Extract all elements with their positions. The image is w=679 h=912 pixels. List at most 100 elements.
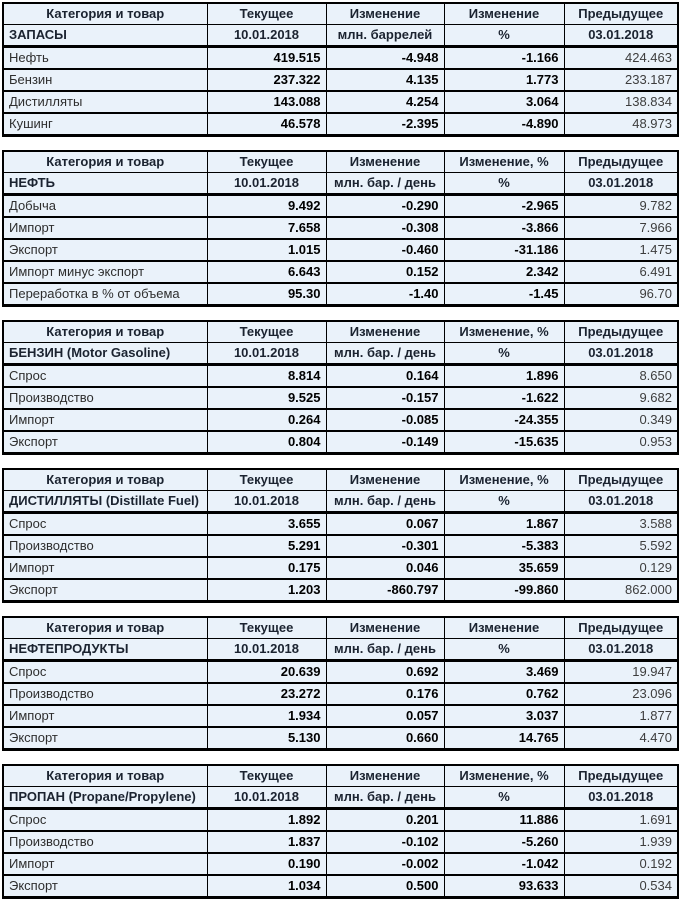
table-row: Экспорт 1.015 -0.460 -31.186 1.475	[2, 238, 679, 261]
change-pct-value: -99.860	[443, 578, 565, 602]
table-row: Бензин 237.322 4.135 1.773 233.187	[2, 68, 679, 91]
previous-value: 48.973	[563, 112, 679, 136]
change-pct-value: 14.765	[443, 726, 565, 750]
row-label: Кушинг	[2, 112, 208, 136]
current-value: 0.264	[206, 408, 327, 431]
table-subheader-row: ДИСТИЛЛЯТЫ (Distillate Fuel) 10.01.2018 …	[2, 490, 679, 514]
section-title: ЗАПАСЫ	[2, 24, 208, 48]
current-value: 1.015	[206, 238, 327, 261]
gasoline-table: Категория и товар Текущее Изменение Изме…	[2, 320, 679, 455]
current-value: 1.934	[206, 704, 327, 727]
table-row: Экспорт 5.130 0.660 14.765 4.470	[2, 726, 679, 750]
table-row: Дистилляты 143.088 4.254 3.064 138.834	[2, 90, 679, 113]
change-pct-units: %	[443, 172, 565, 196]
change-value: 0.152	[325, 260, 445, 283]
column-header-category: Категория и товар	[2, 469, 208, 491]
change-pct-value: 1.896	[443, 363, 565, 387]
row-label: Экспорт	[2, 726, 208, 750]
change-units: млн. бар. / день	[325, 490, 445, 514]
change-value: -4.948	[325, 45, 445, 69]
change-pct-value: -5.383	[443, 534, 565, 557]
change-pct-value: 11.886	[443, 807, 565, 831]
row-label: Импорт	[2, 216, 208, 239]
column-header-current: Текущее	[206, 617, 327, 639]
column-header-previous: Предыдущее	[563, 617, 679, 639]
table-row: Спрос 8.814 0.164 1.896 8.650	[2, 363, 679, 387]
row-label: Производство	[2, 830, 208, 853]
row-label: Бензин	[2, 68, 208, 91]
column-header-previous: Предыдущее	[563, 469, 679, 491]
column-header-change: Изменение	[325, 617, 445, 639]
table-header-row: Категория и товар Текущее Изменение Изме…	[2, 617, 679, 639]
current-value: 0.804	[206, 430, 327, 454]
table-row: Переработка в % от объема 95.30 -1.40 -1…	[2, 282, 679, 306]
change-pct-value: -1.166	[443, 45, 565, 69]
column-header-current: Текущее	[206, 151, 327, 173]
column-header-previous: Предыдущее	[563, 3, 679, 25]
table-row: Импорт 0.175 0.046 35.659 0.129	[2, 556, 679, 579]
change-pct-value: -31.186	[443, 238, 565, 261]
section-title: ДИСТИЛЛЯТЫ (Distillate Fuel)	[2, 490, 208, 514]
row-label: Спрос	[2, 363, 208, 387]
previous-value: 862.000	[563, 578, 679, 602]
previous-value: 424.463	[563, 45, 679, 69]
section-title: ПРОПАН (Propane/Propylene)	[2, 786, 208, 810]
previous-value: 19.947	[563, 659, 679, 683]
row-label: Импорт	[2, 852, 208, 875]
table-row: Производство 9.525 -0.157 -1.622 9.682	[2, 386, 679, 409]
change-value: 0.046	[325, 556, 445, 579]
column-header-change: Изменение	[325, 3, 445, 25]
column-header-change: Изменение	[325, 765, 445, 787]
column-header-change-pct: Изменение, %	[443, 469, 565, 491]
current-value: 7.658	[206, 216, 327, 239]
change-pct-units: %	[443, 342, 565, 366]
column-header-category: Категория и товар	[2, 151, 208, 173]
change-value: -0.102	[325, 830, 445, 853]
current-date: 10.01.2018	[206, 172, 327, 196]
change-value: -0.002	[325, 852, 445, 875]
change-pct-value: 3.469	[443, 659, 565, 683]
change-value: 0.057	[325, 704, 445, 727]
current-value: 9.492	[206, 193, 327, 217]
table-subheader-row: ЗАПАСЫ 10.01.2018 млн. баррелей % 03.01.…	[2, 24, 679, 48]
previous-value: 138.834	[563, 90, 679, 113]
current-value: 5.291	[206, 534, 327, 557]
column-header-previous: Предыдущее	[563, 151, 679, 173]
change-value: -2.395	[325, 112, 445, 136]
section-title: БЕНЗИН (Motor Gasoline)	[2, 342, 208, 366]
previous-date: 03.01.2018	[563, 638, 679, 662]
change-value: -0.085	[325, 408, 445, 431]
current-value: 20.639	[206, 659, 327, 683]
column-header-category: Категория и товар	[2, 765, 208, 787]
change-value: 0.164	[325, 363, 445, 387]
change-value: 4.254	[325, 90, 445, 113]
previous-value: 96.70	[563, 282, 679, 306]
table-subheader-row: НЕФТЕПРОДУКТЫ 10.01.2018 млн. бар. / ден…	[2, 638, 679, 662]
table-header-row: Категория и товар Текущее Изменение Изме…	[2, 3, 679, 25]
row-label: Экспорт	[2, 238, 208, 261]
section-title: НЕФТЬ	[2, 172, 208, 196]
table-row: Спрос 1.892 0.201 11.886 1.691	[2, 807, 679, 831]
change-value: 0.660	[325, 726, 445, 750]
table-row: Импорт 1.934 0.057 3.037 1.877	[2, 704, 679, 727]
change-pct-value: -3.866	[443, 216, 565, 239]
current-value: 1.892	[206, 807, 327, 831]
row-label: Спрос	[2, 511, 208, 535]
change-pct-value: 1.867	[443, 511, 565, 535]
table-row: Производство 23.272 0.176 0.762 23.096	[2, 682, 679, 705]
current-value: 23.272	[206, 682, 327, 705]
change-pct-units: %	[443, 786, 565, 810]
column-header-change-pct: Изменение	[443, 617, 565, 639]
table-subheader-row: БЕНЗИН (Motor Gasoline) 10.01.2018 млн. …	[2, 342, 679, 366]
current-value: 3.655	[206, 511, 327, 535]
current-value: 0.175	[206, 556, 327, 579]
table-row: Спрос 3.655 0.067 1.867 3.588	[2, 511, 679, 535]
current-value: 5.130	[206, 726, 327, 750]
previous-value: 0.349	[563, 408, 679, 431]
change-pct-units: %	[443, 490, 565, 514]
previous-value: 0.129	[563, 556, 679, 579]
change-pct-units: %	[443, 638, 565, 662]
change-value: 0.500	[325, 874, 445, 898]
previous-value: 1.475	[563, 238, 679, 261]
